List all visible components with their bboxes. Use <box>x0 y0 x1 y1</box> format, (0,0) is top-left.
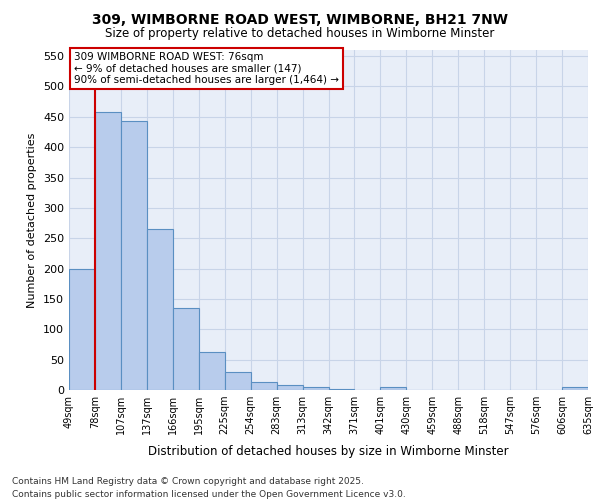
Text: 309 WIMBORNE ROAD WEST: 76sqm
← 9% of detached houses are smaller (147)
90% of s: 309 WIMBORNE ROAD WEST: 76sqm ← 9% of de… <box>74 52 339 85</box>
Text: 309, WIMBORNE ROAD WEST, WIMBORNE, BH21 7NW: 309, WIMBORNE ROAD WEST, WIMBORNE, BH21 … <box>92 12 508 26</box>
Bar <box>69 268 95 390</box>
Bar <box>380 387 406 390</box>
Bar <box>147 229 173 390</box>
Text: Size of property relative to detached houses in Wimborne Minster: Size of property relative to detached ho… <box>106 28 494 40</box>
Bar <box>121 121 147 390</box>
Text: Contains public sector information licensed under the Open Government Licence v3: Contains public sector information licen… <box>12 490 406 499</box>
Text: Contains HM Land Registry data © Crown copyright and database right 2025.: Contains HM Land Registry data © Crown c… <box>12 478 364 486</box>
Y-axis label: Number of detached properties: Number of detached properties <box>28 132 37 308</box>
Bar <box>277 385 302 390</box>
Bar <box>251 382 277 390</box>
X-axis label: Distribution of detached houses by size in Wimborne Minster: Distribution of detached houses by size … <box>148 446 509 458</box>
Bar <box>562 387 588 390</box>
Bar <box>173 308 199 390</box>
Bar <box>95 112 121 390</box>
Bar <box>225 372 251 390</box>
Bar <box>199 352 224 390</box>
Bar <box>302 387 329 390</box>
